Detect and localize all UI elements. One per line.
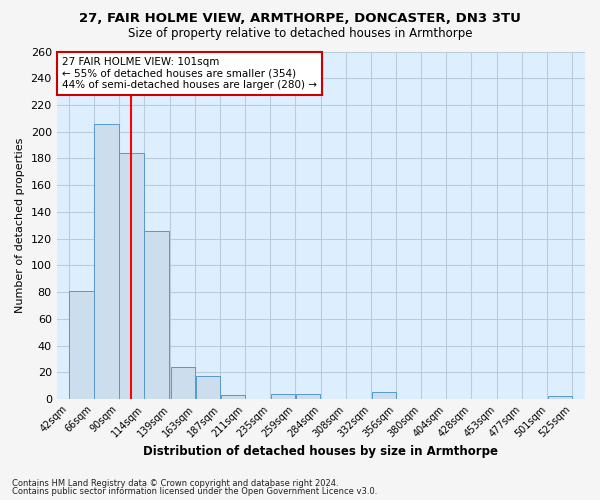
Text: Size of property relative to detached houses in Armthorpe: Size of property relative to detached ho…: [128, 28, 472, 40]
Bar: [119, 153, 144, 399]
Bar: [371, 392, 396, 399]
Bar: [221, 395, 245, 399]
Bar: [170, 367, 195, 399]
Text: Contains HM Land Registry data © Crown copyright and database right 2024.: Contains HM Land Registry data © Crown c…: [12, 478, 338, 488]
Bar: [548, 396, 572, 399]
Bar: [94, 124, 119, 399]
Bar: [271, 394, 295, 399]
Text: 27 FAIR HOLME VIEW: 101sqm
← 55% of detached houses are smaller (354)
44% of sem: 27 FAIR HOLME VIEW: 101sqm ← 55% of deta…: [62, 56, 317, 90]
Bar: [145, 230, 169, 399]
Text: 27, FAIR HOLME VIEW, ARMTHORPE, DONCASTER, DN3 3TU: 27, FAIR HOLME VIEW, ARMTHORPE, DONCASTE…: [79, 12, 521, 26]
Bar: [296, 394, 320, 399]
Bar: [70, 291, 94, 399]
Y-axis label: Number of detached properties: Number of detached properties: [15, 138, 25, 313]
X-axis label: Distribution of detached houses by size in Armthorpe: Distribution of detached houses by size …: [143, 444, 499, 458]
Bar: [196, 376, 220, 399]
Text: Contains public sector information licensed under the Open Government Licence v3: Contains public sector information licen…: [12, 487, 377, 496]
